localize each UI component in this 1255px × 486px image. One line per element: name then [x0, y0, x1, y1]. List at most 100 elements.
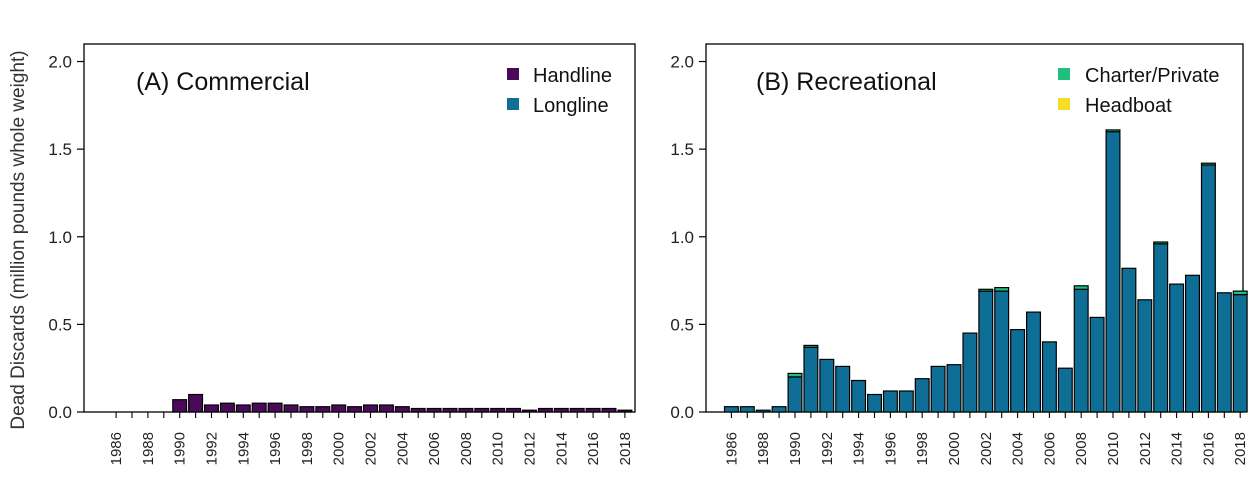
bar-headboat-2001 [962, 332, 978, 413]
bar-headboat-2009 [1089, 316, 1105, 413]
y-tick-label: 1.5 [48, 140, 72, 159]
x-tick-label: 1992 [819, 432, 836, 465]
bar-headboat-1996 [882, 390, 898, 413]
bar-headboat-2017 [1216, 292, 1232, 413]
panel-commercial: (A) Commercial Handline Longline 0.0 0.5 1… [48, 43, 636, 465]
x-tick-label: 2002 [363, 432, 380, 465]
bar-handline-2003 [378, 404, 394, 413]
bar-handline-2000 [331, 404, 347, 413]
bar-handline-1997 [283, 404, 299, 413]
bar-handline-2008 [458, 407, 474, 413]
bar-handline-1999 [315, 406, 331, 413]
bar-headboat-2005 [1025, 311, 1041, 413]
bar-headboat-2014 [1169, 283, 1185, 413]
bar-handline-2006 [426, 407, 442, 413]
bar-handline-2007 [442, 407, 458, 413]
bar-headboat-2012 [1137, 299, 1153, 413]
bar-headboat-2006 [1041, 341, 1057, 413]
bar-handline-2017 [601, 407, 617, 413]
x-tick-label: 2010 [490, 432, 507, 465]
panel-recreational: (B) Recreational Charter/Private Headboa… [670, 43, 1249, 465]
x-tick-label: 1996 [882, 432, 899, 465]
x-tick-label: 2004 [394, 432, 411, 465]
bar-headboat-1991 [803, 346, 819, 413]
x-tick-label: 2010 [1105, 432, 1122, 465]
x-tick-label: 1986 [723, 432, 740, 465]
x-tick-label: 2006 [1041, 432, 1058, 465]
bar-headboat-2000 [946, 364, 962, 413]
x-tick-label: 2018 [1232, 432, 1249, 465]
bar-headboat-2008 [1073, 288, 1089, 413]
panel-title: (A) Commercial [136, 68, 310, 96]
x-tick-label: 2006 [426, 432, 443, 465]
legend: Handline Longline [507, 65, 612, 117]
bar-handline-2002 [363, 404, 379, 413]
x-tick-label: 1990 [787, 432, 804, 465]
bar-handline-2009 [474, 407, 490, 413]
x-axis-commercial: 1986 1988 1990 1992 1994 1996 1998 2000 2002 2004… [108, 412, 634, 465]
y-tick-label: 0.0 [670, 403, 694, 422]
x-tick-label: 1990 [172, 432, 189, 465]
bar-handline-1991 [188, 393, 204, 413]
x-tick-label: 2012 [1137, 432, 1154, 465]
y-axis-commercial: 0.0 0.5 1.0 1.5 2.0 [48, 53, 84, 422]
x-tick-label: 1988 [140, 432, 157, 465]
y-tick-label: 1.5 [670, 140, 694, 159]
x-tick-label: 2004 [1010, 432, 1027, 465]
x-tick-label: 2012 [522, 432, 539, 465]
x-tick-label: 1986 [108, 432, 125, 465]
legend-swatch-charter-private [1058, 68, 1070, 80]
x-tick-label: 2008 [458, 432, 475, 465]
legend-label-charter-private: Charter/Private [1085, 65, 1220, 87]
bar-handline-1995 [251, 402, 267, 413]
bar-handline-1994 [235, 404, 251, 413]
bar-handline-1996 [267, 402, 283, 413]
bar-headboat-2002 [978, 290, 994, 413]
x-tick-label: 2002 [978, 432, 995, 465]
bar-charter-private-2008 [1073, 285, 1089, 290]
bar-headboat-1988 [755, 409, 771, 413]
y-tick-label: 0.5 [670, 315, 694, 334]
bar-handline-2001 [347, 406, 363, 413]
y-tick-label: 0.0 [48, 403, 72, 422]
bar-handline-1998 [299, 406, 315, 413]
bar-headboat-2016 [1200, 164, 1216, 413]
x-tick-label: 2000 [331, 432, 348, 465]
y-tick-label: 0.5 [48, 315, 72, 334]
bar-headboat-2010 [1105, 131, 1121, 413]
bar-handline-2015 [569, 407, 585, 413]
x-tick-label: 2008 [1073, 432, 1090, 465]
y-tick-label: 1.0 [670, 228, 694, 247]
bar-headboat-2007 [1057, 367, 1073, 413]
legend-label-handline: Handline [533, 65, 612, 87]
x-tick-label: 1998 [299, 432, 316, 465]
bar-charter-private-2002 [978, 288, 994, 292]
y-tick-label: 2.0 [48, 53, 72, 72]
bar-headboat-1990 [787, 376, 803, 413]
legend: Charter/Private Headboat [1058, 65, 1220, 117]
bar-handline-2004 [394, 406, 410, 413]
bar-headboat-1993 [835, 365, 851, 413]
bar-headboat-2004 [1010, 329, 1026, 413]
bar-charter-private-2018 [1232, 290, 1248, 296]
legend-swatch-longline [507, 98, 519, 110]
bar-headboat-1989 [771, 406, 787, 413]
legend-swatch-handline [507, 68, 519, 80]
legend-label-longline: Longline [533, 95, 609, 117]
legend-label-headboat: Headboat [1085, 95, 1172, 117]
bar-handline-2016 [585, 407, 601, 413]
bar-headboat-1999 [930, 365, 946, 413]
y-axis-label: Dead Discards (million pounds whole weig… [8, 50, 29, 429]
x-tick-label: 1988 [755, 432, 772, 465]
x-axis-recreational: 1986 1988 1990 1992 1994 1996 1998 2000 2002 2004… [723, 412, 1249, 465]
bar-headboat-1997 [898, 390, 914, 413]
x-tick-label: 2014 [1169, 432, 1186, 465]
bars-recreational [723, 129, 1248, 413]
y-tick-label: 1.0 [48, 228, 72, 247]
bar-headboat-1998 [914, 378, 930, 413]
bar-headboat-1987 [739, 406, 755, 413]
y-axis-recreational: 0.0 0.5 1.0 1.5 2.0 [670, 53, 706, 422]
bar-headboat-2003 [994, 290, 1010, 413]
